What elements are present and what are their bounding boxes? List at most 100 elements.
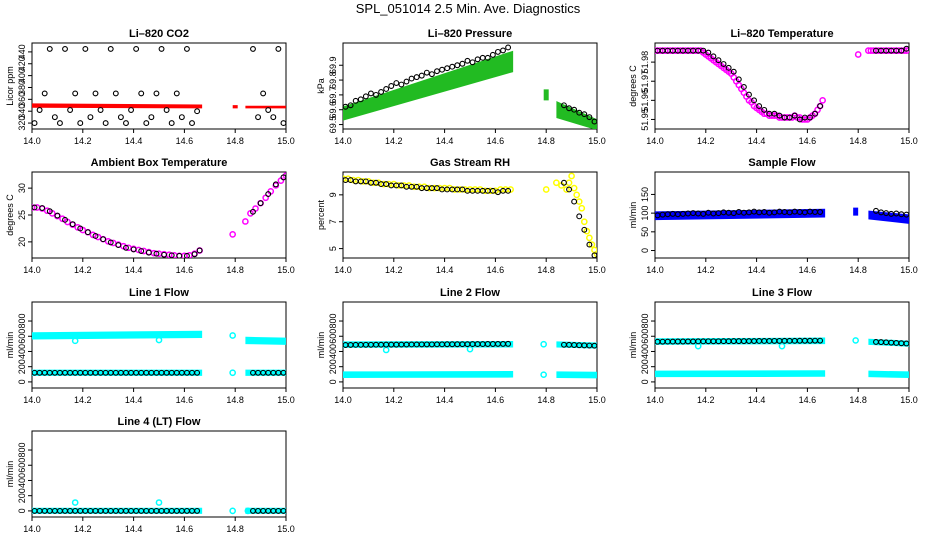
x-tick-label: 14.0 <box>23 265 41 275</box>
data-point <box>566 186 573 193</box>
x-tick-label: 14.4 <box>436 136 454 146</box>
data-point <box>32 120 38 127</box>
data-point <box>500 47 506 54</box>
plot-area <box>655 337 909 378</box>
x-tick-label: 14.4 <box>436 395 454 405</box>
x-tick-label: 14.6 <box>799 136 817 146</box>
data-point <box>466 345 474 353</box>
panel-title: Line 4 (LT) Flow <box>118 416 201 428</box>
y-tick-label: 420 <box>17 56 27 71</box>
data-point <box>71 499 79 506</box>
data-point <box>138 90 145 97</box>
y-tick-label: 600 <box>17 458 27 473</box>
data-point <box>130 246 137 253</box>
y-tick-label: 50 <box>640 227 650 237</box>
y-tick-label: 69.7 <box>328 86 338 104</box>
data-point <box>434 185 440 192</box>
data-point <box>565 179 573 187</box>
data-point <box>586 241 593 248</box>
data-point <box>553 179 560 187</box>
series-cyan-outliers <box>71 332 237 377</box>
data-point <box>817 337 824 344</box>
data-point <box>575 198 583 205</box>
data-point <box>260 90 267 97</box>
data-point <box>581 226 588 233</box>
x-tick-label: 14.8 <box>226 265 244 275</box>
series-black <box>32 369 286 376</box>
y-axis-label: kPa <box>316 78 326 94</box>
data-point <box>161 251 168 258</box>
y-tick-label: 51.97 <box>640 70 650 93</box>
data-point <box>265 107 272 113</box>
data-point <box>158 45 165 52</box>
data-point <box>413 183 420 190</box>
y-axis-label: ml/min <box>5 332 15 359</box>
x-tick-label: 14.0 <box>646 395 664 405</box>
x-tick-label: 14.8 <box>537 265 555 275</box>
data-point <box>270 114 277 121</box>
data-point <box>771 110 778 117</box>
data-point <box>178 114 185 121</box>
data-point <box>168 120 175 127</box>
data-point <box>77 120 84 127</box>
data-point <box>153 250 160 257</box>
data-point <box>280 174 286 181</box>
data-point <box>474 56 481 63</box>
y-tick-label: 400 <box>17 344 27 359</box>
series-red <box>32 103 286 109</box>
data-point <box>194 507 201 514</box>
data-point <box>383 181 390 188</box>
data-point <box>540 371 548 379</box>
series-band <box>245 105 286 109</box>
data-point <box>148 114 155 121</box>
plot-area <box>32 499 286 515</box>
panel-8: Line 2 Flow 14.0 14.2 14.4 14.6 14.8 15.0 0 2004… <box>316 287 606 405</box>
data-point <box>494 48 501 55</box>
plot-area <box>32 330 286 377</box>
data-point <box>72 90 79 97</box>
x-tick-label: 14.6 <box>487 265 505 275</box>
series-band <box>32 330 203 340</box>
panel-title: Li–820 CO2 <box>129 28 189 40</box>
panel-title: Ambient Box Temperature <box>91 157 228 169</box>
data-point <box>155 336 163 344</box>
y-tick-label: 69.9 <box>328 56 338 74</box>
plot-area <box>655 45 909 123</box>
data-point <box>191 251 198 258</box>
panel-title: Line 1 Flow <box>129 287 189 299</box>
x-tick-label: 15.0 <box>588 265 606 275</box>
data-point <box>87 114 94 121</box>
x-tick-label: 14.2 <box>74 395 92 405</box>
data-point <box>571 198 578 205</box>
data-point <box>51 114 58 121</box>
plot-frame <box>31 430 287 518</box>
data-point <box>357 96 364 103</box>
data-point <box>74 224 82 231</box>
plot-frame <box>342 42 598 130</box>
data-point <box>196 247 203 254</box>
data-point <box>115 242 122 249</box>
x-tick-label: 14.4 <box>748 136 766 146</box>
plot-frame <box>31 42 287 130</box>
series-band <box>343 50 514 121</box>
data-point <box>418 72 425 79</box>
y-tick-label: 0 <box>328 379 338 384</box>
data-point <box>459 60 466 67</box>
data-point <box>194 108 201 115</box>
x-tick-label: 14.4 <box>125 395 143 405</box>
x-tick-label: 15.0 <box>588 136 606 146</box>
y-tick-label: 400 <box>17 68 27 83</box>
data-point <box>255 114 262 121</box>
data-point <box>117 114 124 121</box>
data-point <box>343 103 349 110</box>
data-point <box>591 252 597 258</box>
data-point <box>720 61 727 67</box>
data-point <box>806 114 813 121</box>
data-point <box>903 211 909 218</box>
data-point <box>280 120 286 127</box>
data-point <box>36 107 43 113</box>
x-tick-label: 15.0 <box>900 395 918 405</box>
x-tick-label: 15.0 <box>588 395 606 405</box>
data-point <box>494 189 501 196</box>
data-point <box>449 63 456 70</box>
